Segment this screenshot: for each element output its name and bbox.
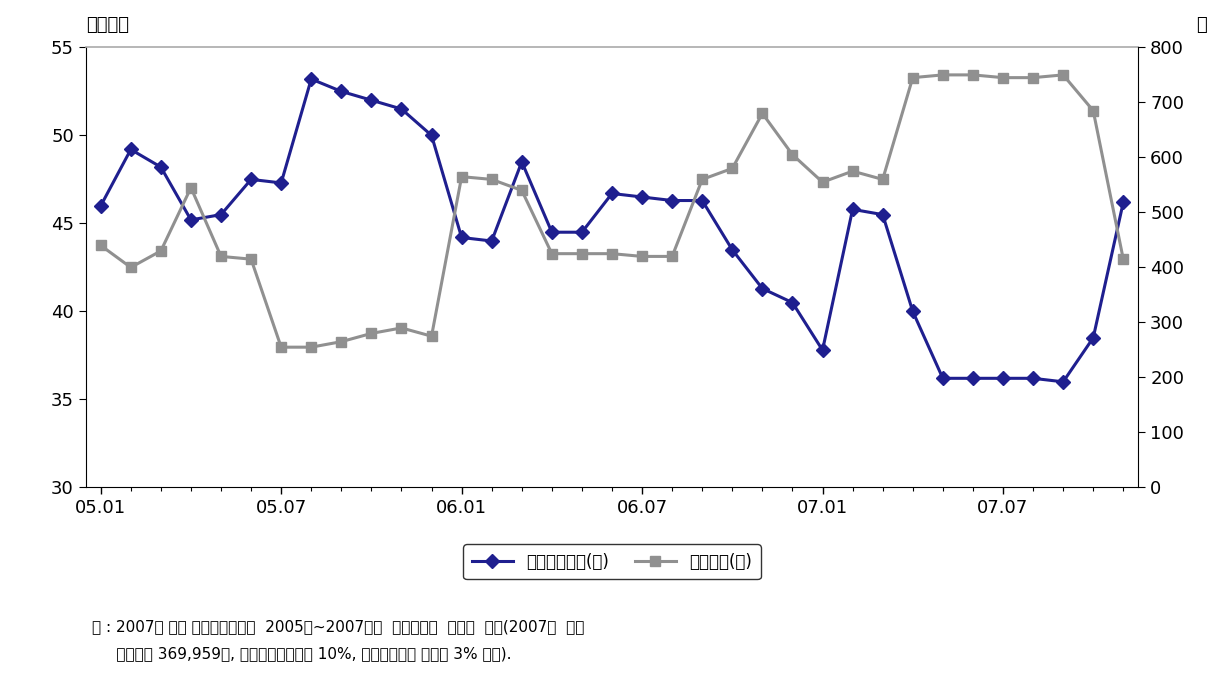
Legend: 닭표재고수준(좌), 방출물량(우): 닭표재고수준(좌), 방출물량(우)	[464, 544, 760, 579]
Text: 재고일수: 재고일수	[86, 16, 129, 34]
Text: 수요량은 369,959톤, 목표시장점유율을 10%, 시장점유율의 편차를 3% 가정).: 수요량은 369,959톤, 목표시장점유율을 10%, 시장점유율의 편차를 …	[92, 647, 512, 661]
Text: 톤: 톤	[1196, 16, 1207, 34]
Text: 주 : 2007년 연간 국내수요예측이  2005년~2007년중  연간수요와  같다고  가정(2007년  국내: 주 : 2007년 연간 국내수요예측이 2005년~2007년중 연간수요와 …	[92, 619, 584, 634]
